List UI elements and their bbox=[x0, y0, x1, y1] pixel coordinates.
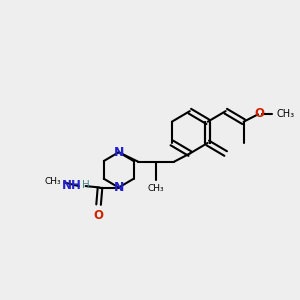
Text: CH₃: CH₃ bbox=[148, 184, 164, 193]
Text: NH: NH bbox=[62, 179, 82, 192]
Text: CH₃: CH₃ bbox=[276, 110, 295, 119]
Text: H: H bbox=[82, 181, 90, 190]
Text: O: O bbox=[94, 209, 103, 222]
Text: N: N bbox=[113, 146, 124, 159]
Text: CH₃: CH₃ bbox=[44, 177, 61, 186]
Text: N: N bbox=[113, 181, 124, 194]
Text: O: O bbox=[254, 107, 264, 120]
